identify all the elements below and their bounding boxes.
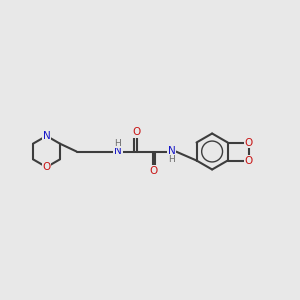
Text: O: O xyxy=(245,137,253,148)
Text: H: H xyxy=(168,155,175,164)
Text: N: N xyxy=(168,146,176,157)
Text: N: N xyxy=(114,146,122,157)
Text: O: O xyxy=(149,166,157,176)
Text: N: N xyxy=(43,131,50,141)
Text: O: O xyxy=(42,162,51,172)
Text: O: O xyxy=(132,127,141,137)
Text: H: H xyxy=(115,139,121,148)
Text: O: O xyxy=(245,155,253,166)
